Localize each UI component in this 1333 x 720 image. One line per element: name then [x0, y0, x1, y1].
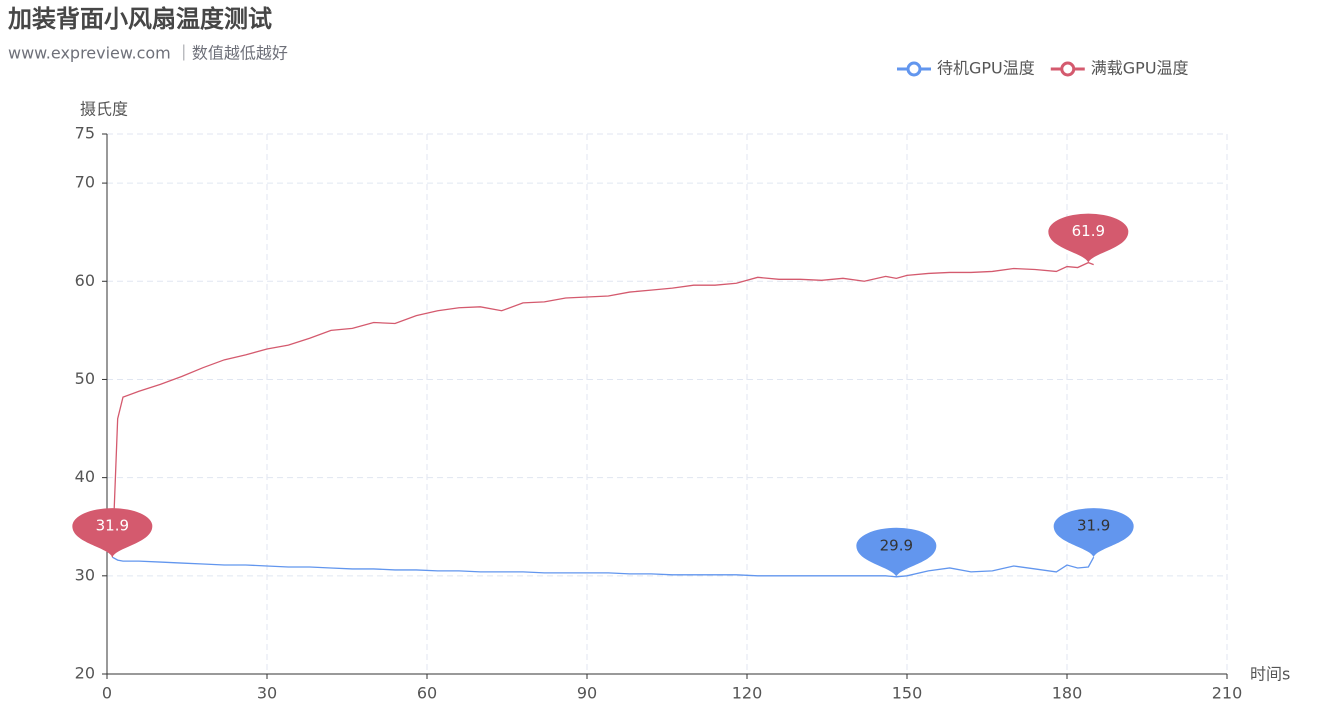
mark-point-label: 61.9 [1072, 222, 1105, 240]
series-line [111, 261, 1094, 558]
chart-subtitle: www.expreview.com ｜数值越低越好 [8, 44, 288, 63]
x-tick-label: 30 [257, 684, 277, 703]
mark-point-label: 31.9 [1077, 517, 1110, 535]
y-axis-label: 摄氏度 [80, 100, 128, 119]
y-tick-label: 30 [75, 565, 95, 584]
mark-point-label: 29.9 [880, 536, 913, 554]
legend-label: 满载GPU温度 [1091, 59, 1189, 78]
mark-point-label: 31.9 [96, 517, 129, 535]
legend-marker [1060, 61, 1076, 77]
x-tick-label: 150 [892, 684, 923, 703]
mark-point [72, 508, 153, 558]
series-line [112, 556, 1095, 578]
mark-point [1053, 508, 1134, 558]
x-tick-label: 180 [1052, 684, 1083, 703]
legend-label: 待机GPU温度 [937, 59, 1035, 78]
y-tick-label: 20 [75, 664, 95, 683]
y-tick-label: 60 [75, 271, 95, 290]
x-tick-label: 90 [577, 684, 597, 703]
mark-point [1048, 213, 1129, 263]
legend-marker [906, 61, 922, 77]
x-tick-label: 210 [1212, 684, 1243, 703]
x-axis-label: 时间s [1250, 665, 1290, 684]
x-tick-label: 120 [732, 684, 763, 703]
chart-title: 加装背面小风扇温度测试 [8, 5, 272, 33]
x-tick-label: 60 [417, 684, 437, 703]
x-tick-label: 0 [102, 684, 112, 703]
y-tick-label: 70 [75, 173, 95, 192]
y-tick-label: 75 [75, 124, 95, 143]
y-tick-label: 50 [75, 369, 95, 388]
mark-point [856, 527, 937, 577]
y-tick-label: 40 [75, 467, 95, 486]
